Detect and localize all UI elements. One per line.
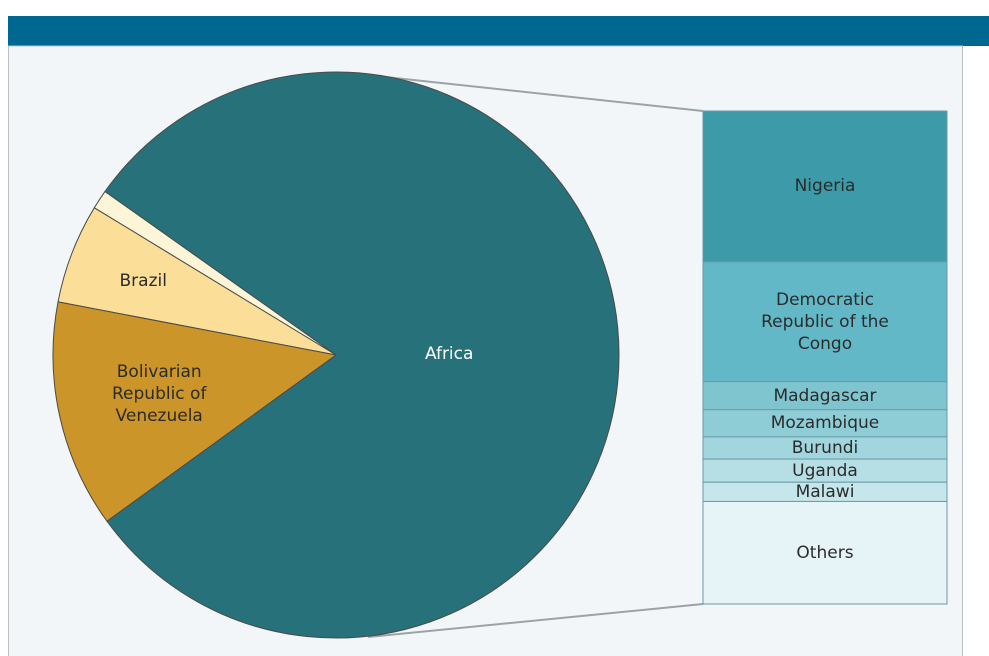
data-label: Mozambique: [770, 413, 880, 434]
bar-segment: [702, 261, 948, 383]
bar-segment: [702, 110, 948, 263]
data-label: Uganda: [792, 460, 858, 481]
connector: [347, 72, 704, 112]
data-label: Bolivarian Republic of Venezuela: [111, 362, 207, 427]
data-label: Africa: [424, 344, 474, 365]
pie-slice: [104, 71, 620, 639]
data-label: Brazil: [119, 270, 167, 291]
bar-segment: [702, 500, 948, 605]
data-label: Democratic Republic of the Congo: [761, 289, 889, 354]
data-label: Madagascar: [773, 385, 877, 406]
data-label: Others: [796, 542, 854, 563]
data-label: Malawi: [795, 481, 855, 502]
data-label: Burundi: [791, 437, 859, 458]
bar-segment: [702, 381, 948, 411]
header-band: [8, 16, 989, 46]
connector: [367, 603, 704, 638]
data-label: Nigeria: [794, 176, 856, 197]
pie-slice: [52, 301, 338, 522]
bar-segment: [702, 409, 948, 438]
